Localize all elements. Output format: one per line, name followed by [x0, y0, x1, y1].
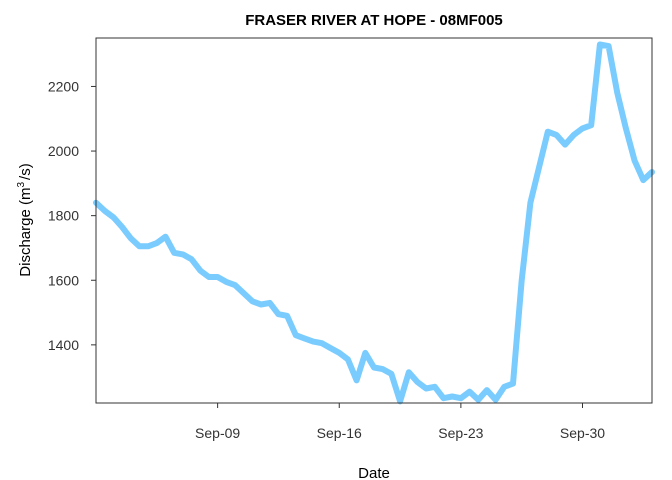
plot-frame [95, 37, 653, 404]
y-axis-label: Discharge (m3/s) [16, 163, 34, 276]
discharge-series-line [93, 41, 655, 405]
y-tick-label: 1400 [48, 337, 79, 353]
y-axis-label-tail: /s) [17, 163, 34, 180]
x-tick-label: Sep-16 [317, 425, 362, 441]
y-axis-label-superscript: 3 [16, 182, 27, 188]
x-tick-label: Sep-09 [195, 425, 240, 441]
y-axis-ticks: 1400 1600 1800 2000 2200 [48, 78, 96, 353]
plot-area [93, 37, 655, 405]
x-tick-label: Sep-23 [438, 425, 483, 441]
y-tick-label: 2000 [48, 143, 79, 159]
x-axis-label: Date [358, 465, 390, 480]
y-tick-label: 2200 [48, 78, 79, 94]
x-axis-ticks: Sep-09 Sep-16 Sep-23 Sep-30 [195, 403, 605, 441]
x-tick-label: Sep-30 [560, 425, 605, 441]
y-tick-label: 1600 [48, 272, 79, 288]
chart-title: FRASER RIVER AT HOPE - 08MF005 [245, 12, 503, 29]
y-axis-label-main: Discharge (m [17, 188, 34, 277]
y-tick-label: 1800 [48, 208, 79, 224]
